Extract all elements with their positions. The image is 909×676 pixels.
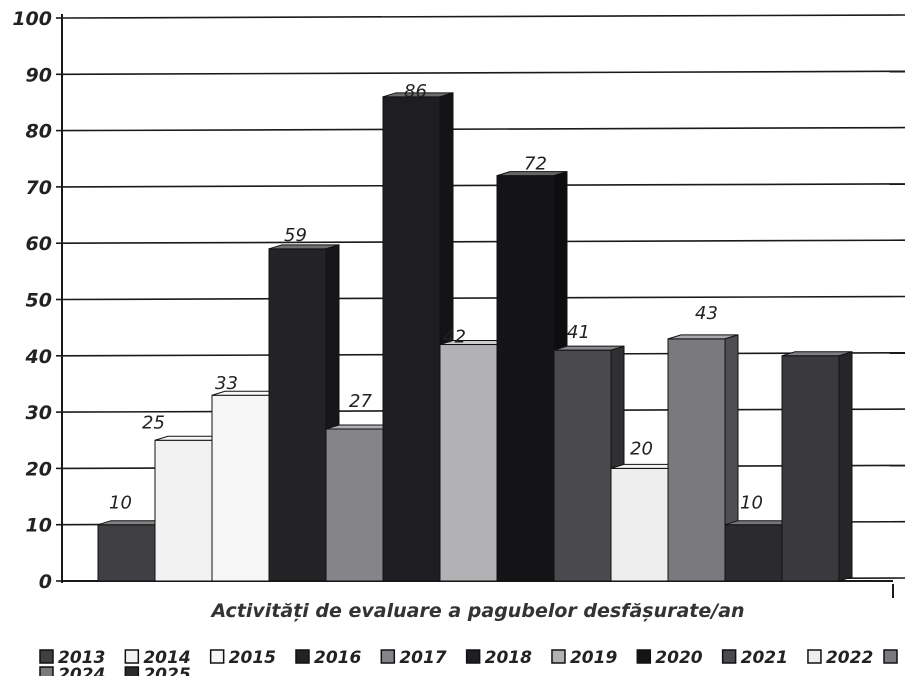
bars bbox=[97, 92, 853, 582]
bar-front bbox=[496, 175, 555, 582]
bar-side bbox=[838, 351, 853, 582]
legend-item-2017: 2017 bbox=[380, 648, 447, 668]
data-label-2013: 10 bbox=[109, 493, 132, 514]
legend-label: 2020 bbox=[655, 648, 702, 668]
legend-item-2015: 2015 bbox=[209, 648, 276, 668]
legend-item-2019: 2019 bbox=[551, 648, 617, 668]
gridline bbox=[61, 183, 906, 188]
bar-front bbox=[667, 338, 726, 582]
legend-label: 2025 bbox=[143, 665, 190, 676]
legend-label: 2015 bbox=[229, 648, 276, 668]
bar-front bbox=[97, 524, 156, 582]
y-tick-label: 0 bbox=[39, 571, 52, 593]
legend-item-2018: 2018 bbox=[465, 648, 532, 668]
data-label-2022: 20 bbox=[630, 438, 653, 459]
data-label-2018: 86 bbox=[404, 81, 427, 102]
gridline bbox=[61, 126, 906, 132]
data-label-2014: 25 bbox=[142, 412, 165, 433]
legend-swatch bbox=[465, 649, 481, 664]
y-tick-label: 20 bbox=[26, 458, 52, 480]
gridline bbox=[61, 295, 906, 301]
axes: 0 10 20 30 40 50 60 70 80 90 100 bbox=[12, 8, 894, 598]
legend-label: 2021 bbox=[741, 648, 788, 668]
bar-front bbox=[553, 349, 612, 582]
bar-front bbox=[781, 355, 840, 582]
data-label-2024: 10 bbox=[740, 493, 763, 514]
legend-swatch bbox=[380, 649, 396, 664]
legend-label: 2019 bbox=[570, 648, 617, 668]
bar-front bbox=[268, 248, 327, 582]
legend-item-2024: 2024 bbox=[39, 665, 105, 676]
bar-front bbox=[325, 428, 384, 582]
legend-swatch bbox=[124, 649, 140, 664]
legend-swatch bbox=[295, 649, 310, 664]
data-label-2023: 43 bbox=[695, 303, 718, 324]
legend-item-2016: 2016 bbox=[295, 648, 361, 668]
legend-swatch bbox=[636, 649, 652, 664]
y-tick-label: 90 bbox=[26, 64, 52, 86]
gridline bbox=[61, 14, 906, 19]
y-tick-label: 70 bbox=[26, 177, 52, 199]
legend-swatch bbox=[721, 649, 737, 664]
legend-label: 2024 bbox=[58, 665, 105, 676]
legend-item-2022: 2022 bbox=[807, 648, 873, 668]
legend: 2013 2014 2015 2016 2017 2018 2019 2020 2021 2022… bbox=[39, 648, 898, 676]
bar-front bbox=[610, 467, 669, 582]
data-label-2019: 42 bbox=[443, 327, 466, 348]
legend-item-2013: 2013 bbox=[39, 648, 105, 668]
legend-label: 2013 bbox=[58, 648, 105, 668]
y-tick-label: 30 bbox=[26, 402, 52, 424]
data-label-2020: 72 bbox=[524, 154, 547, 175]
legend-item-2025: 2025 bbox=[124, 665, 191, 676]
bar-extra bbox=[781, 351, 853, 582]
data-labels: 10 25 33 59 27 86 42 72 41 20 43 10 bbox=[109, 81, 763, 514]
gridline bbox=[61, 239, 906, 244]
data-label-2017: 27 bbox=[349, 391, 372, 412]
bar-front bbox=[382, 96, 441, 582]
legend-swatch-trailing bbox=[883, 649, 898, 664]
y-tick-label: 10 bbox=[26, 515, 52, 537]
y-tick-label: 40 bbox=[25, 346, 52, 368]
bar-front bbox=[724, 524, 783, 582]
x-axis-title: Activități de evaluare a pagubelor desfă… bbox=[209, 600, 744, 622]
legend-swatch bbox=[551, 649, 566, 664]
legend-swatch bbox=[807, 649, 822, 664]
legend-item-2014: 2014 bbox=[124, 648, 191, 668]
bar-front bbox=[211, 394, 270, 582]
y-tick-label: 50 bbox=[26, 290, 52, 312]
bar-front bbox=[439, 344, 498, 582]
data-label-2016: 59 bbox=[284, 225, 307, 246]
legend-label: 2014 bbox=[143, 648, 190, 668]
bar-2023 bbox=[667, 334, 739, 582]
data-label-2015: 33 bbox=[215, 373, 238, 394]
legend-item-2021: 2021 bbox=[721, 648, 788, 668]
data-label-2021: 41 bbox=[567, 322, 590, 343]
gridline bbox=[61, 70, 906, 76]
legend-swatch bbox=[39, 649, 54, 664]
legend-swatch bbox=[124, 666, 140, 676]
legend-label: 2017 bbox=[399, 648, 446, 668]
y-tick-label: 80 bbox=[26, 121, 52, 143]
legend-swatch bbox=[209, 649, 225, 664]
legend-label: 2016 bbox=[314, 648, 361, 668]
legend-label: 2018 bbox=[485, 648, 532, 668]
legend-swatch bbox=[39, 666, 54, 676]
y-tick-label: 60 bbox=[26, 233, 52, 255]
bar-front bbox=[154, 439, 213, 582]
legend-item-2020: 2020 bbox=[636, 648, 703, 668]
y-tick-label: 100 bbox=[12, 8, 52, 30]
legend-label: 2022 bbox=[826, 648, 873, 668]
